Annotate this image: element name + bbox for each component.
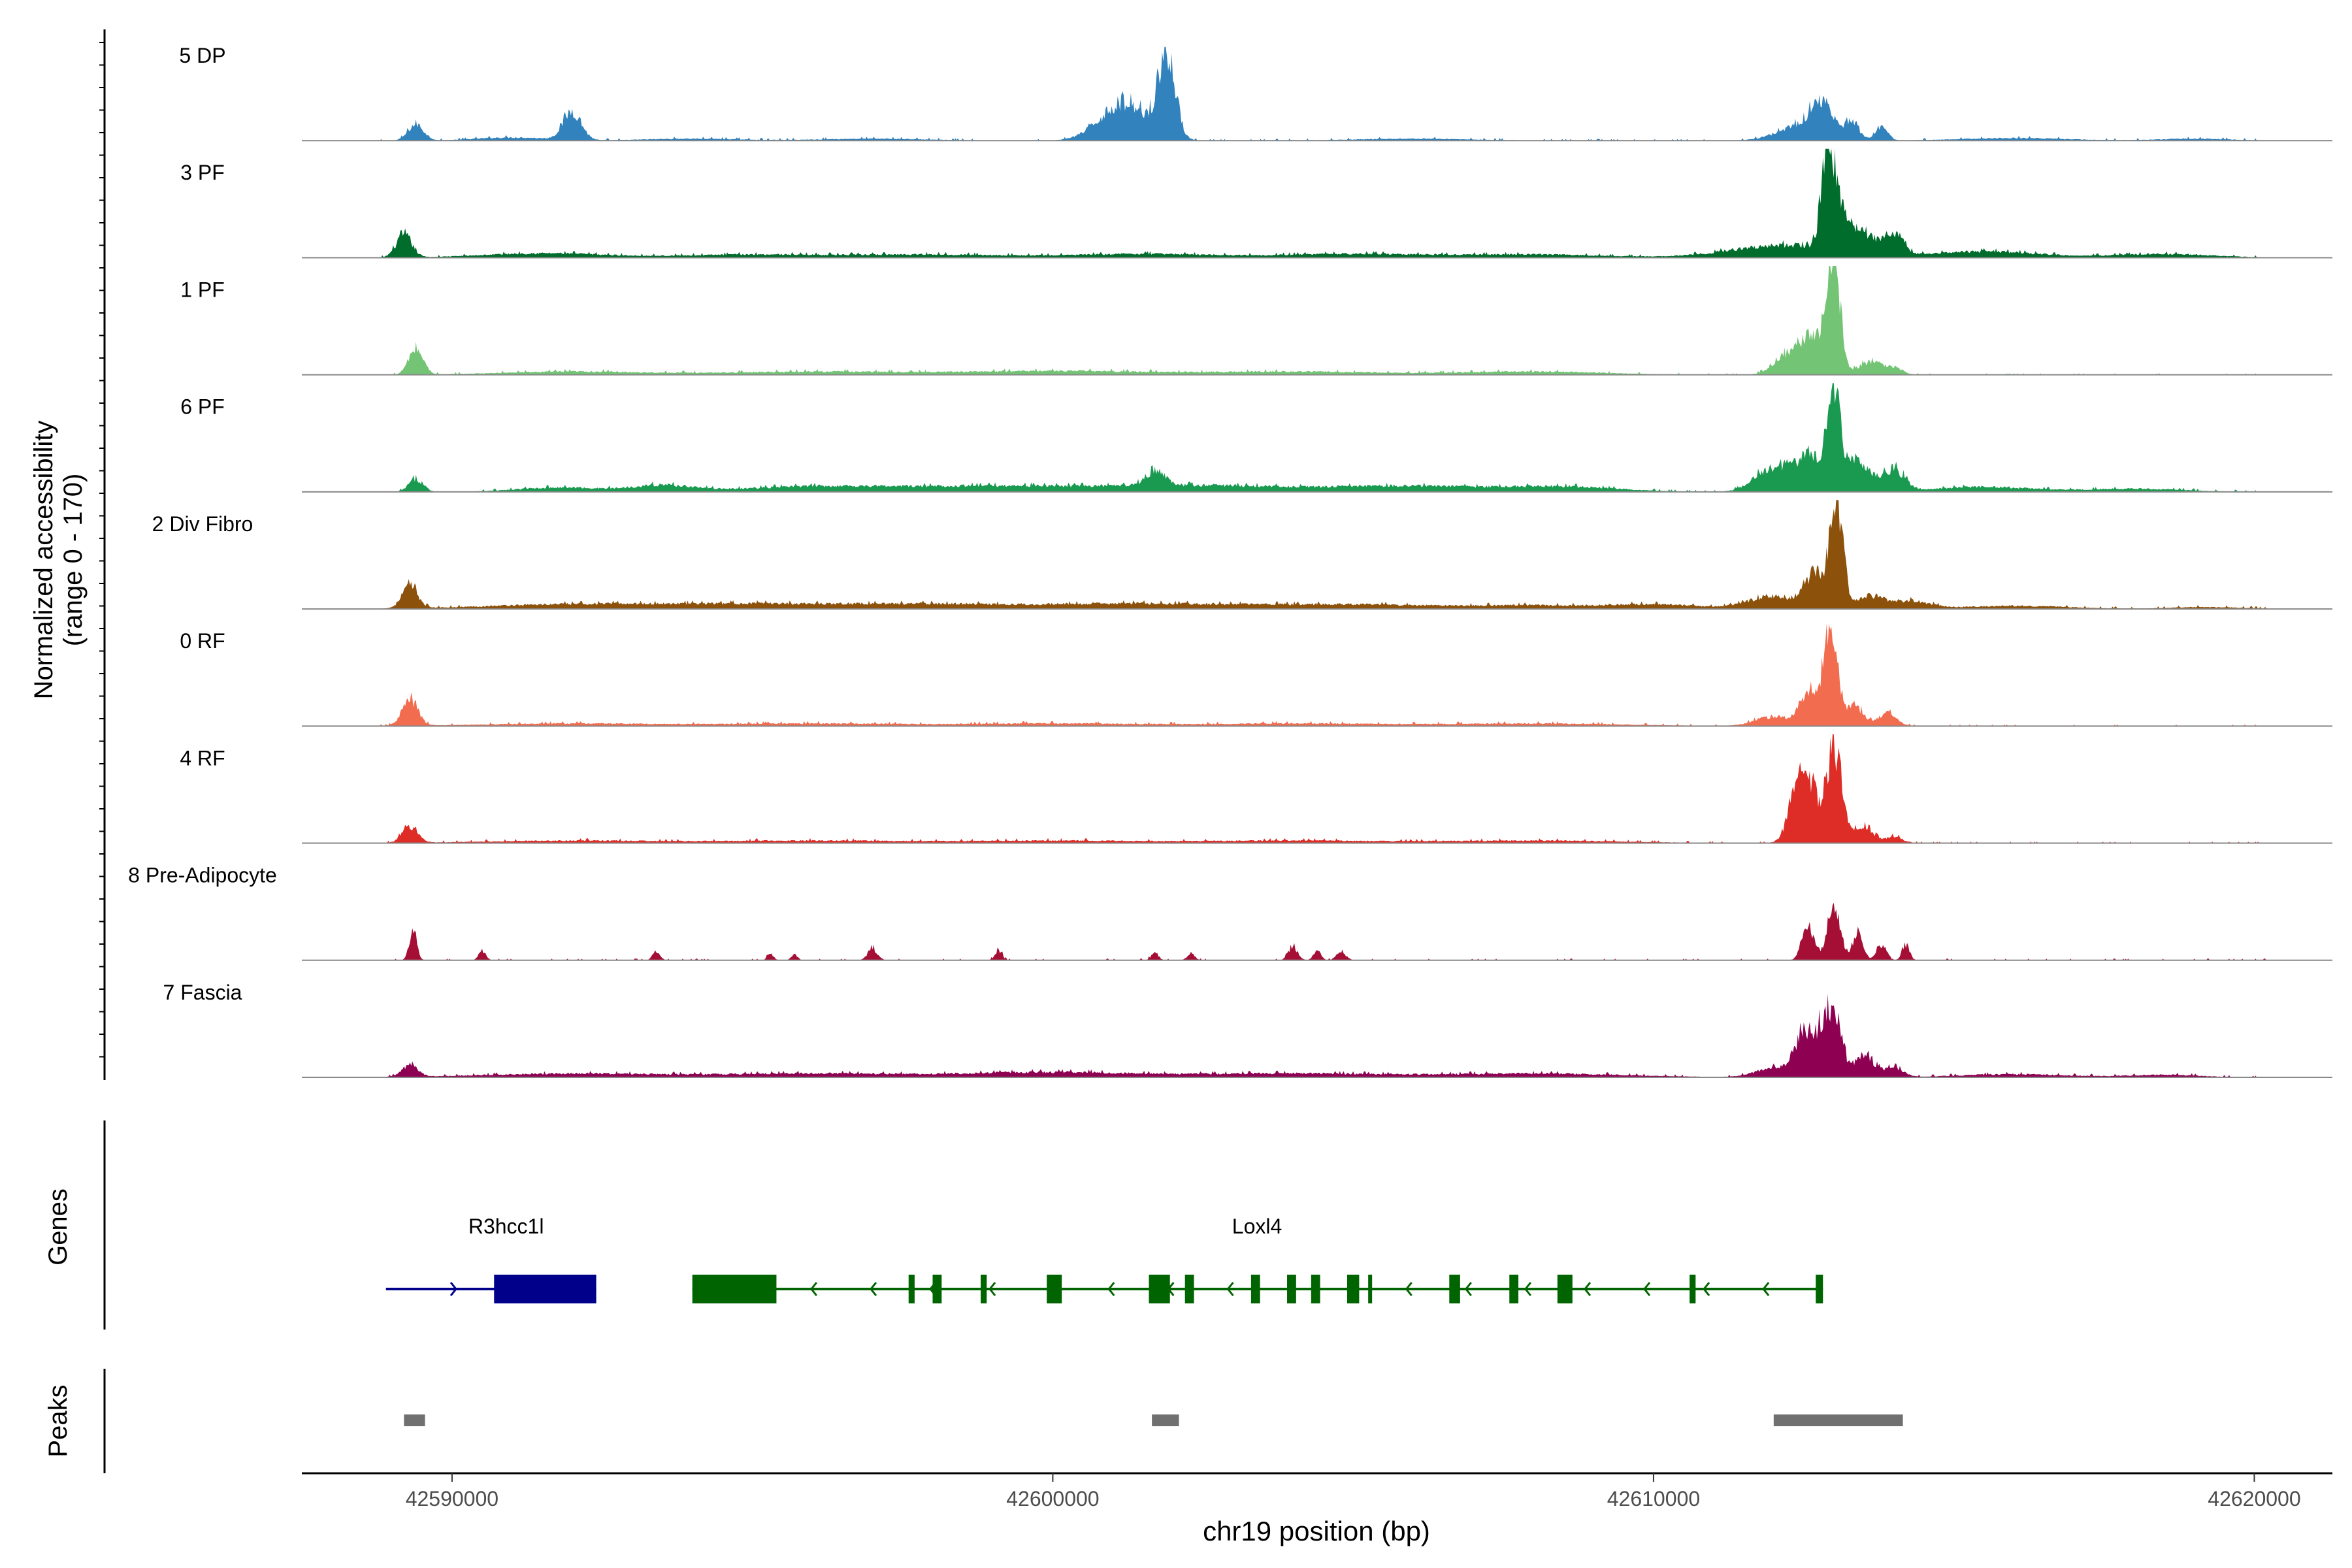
strand-arrow xyxy=(449,1282,457,1296)
track-label: 1 PF xyxy=(180,278,225,301)
track-8-pre-adipocyte: 8 Pre-Adipocyte xyxy=(128,864,2332,961)
strand-arrow xyxy=(1524,1282,1532,1296)
gene-exon xyxy=(908,1275,915,1303)
track-label: 6 PF xyxy=(180,395,225,419)
x-tick-label: 42620000 xyxy=(2208,1487,2300,1511)
genes-panel-label: Genes xyxy=(44,1188,73,1266)
gene-r3hcc1l: R3hcc1l xyxy=(385,1215,596,1303)
strand-arrow xyxy=(1643,1282,1651,1296)
strand-arrow xyxy=(870,1282,877,1296)
gene-exon xyxy=(932,1275,942,1303)
coverage-area xyxy=(380,266,2266,375)
gene-exon xyxy=(1449,1275,1460,1303)
gene-label: R3hcc1l xyxy=(468,1215,544,1238)
gene-exon xyxy=(1184,1275,1194,1303)
x-tick-label: 42600000 xyxy=(1006,1487,1099,1511)
gene-exon xyxy=(692,1275,777,1303)
gene-exon xyxy=(1250,1275,1260,1303)
track-4-rf: 4 RF xyxy=(180,734,2332,844)
x-axis: 42590000 42600000 42610000 42620000 xyxy=(302,1472,2332,1511)
strand-arrow xyxy=(1226,1282,1234,1296)
track-label: 0 RF xyxy=(180,629,225,653)
coverage-tracks: 5 DP 3 PF 1 PF 6 PF 2 Div Fibro 0 RF 4 RF 8 Pre… xyxy=(99,29,2332,1080)
strand-arrow xyxy=(809,1282,818,1296)
gene-loxl4: Loxl4 xyxy=(692,1215,1823,1303)
gene-exon xyxy=(1047,1275,1062,1303)
track-0-rf: 0 RF xyxy=(180,623,2332,727)
coverage-area xyxy=(380,734,2266,843)
peak-region xyxy=(1773,1414,1903,1426)
gene-exon xyxy=(1509,1275,1519,1303)
track-label: 8 Pre-Adipocyte xyxy=(128,864,277,887)
gene-exon xyxy=(1690,1275,1696,1303)
gene-label: Loxl4 xyxy=(1232,1215,1282,1238)
x-axis-title: chr19 position (bp) xyxy=(1203,1516,1430,1546)
track-6-pf: 6 PF xyxy=(180,383,2332,493)
strand-arrow xyxy=(1703,1282,1710,1296)
coverage-area xyxy=(380,46,2266,141)
track-2-div-fibro: 2 Div Fibro xyxy=(152,500,2332,610)
gene-exon xyxy=(1816,1275,1823,1303)
gene-annotation-panel: R3hcc1l Loxl4 xyxy=(103,1120,1823,1330)
track-label: 2 Div Fibro xyxy=(152,512,253,536)
strand-arrow xyxy=(1405,1282,1413,1296)
track-3-pf: 3 PF xyxy=(180,148,2332,259)
strand-arrow xyxy=(1107,1282,1115,1296)
gene-exon xyxy=(1557,1275,1573,1303)
strand-arrow xyxy=(1583,1282,1592,1296)
gene-exon xyxy=(1368,1275,1373,1303)
track-1-pf: 1 PF xyxy=(180,266,2332,376)
track-label: 3 PF xyxy=(180,161,225,184)
track-5-dp: 5 DP xyxy=(179,44,2332,142)
gene-exon xyxy=(494,1275,596,1303)
gene-exon xyxy=(1311,1275,1320,1303)
gene-exon xyxy=(1347,1275,1360,1303)
gene-exon xyxy=(1287,1275,1296,1303)
y-axis-title: Normalized accessibility xyxy=(29,421,58,700)
strand-arrow xyxy=(988,1282,996,1296)
coverage-area xyxy=(380,383,2266,492)
gene-exon xyxy=(981,1275,987,1303)
peaks-panel xyxy=(103,1369,1903,1473)
track-7-fascia: 7 Fascia xyxy=(163,981,2332,1078)
peak-region xyxy=(404,1414,425,1426)
coverage-area xyxy=(380,994,2266,1077)
track-label: 7 Fascia xyxy=(163,981,242,1004)
strand-arrow xyxy=(1464,1282,1472,1296)
y-axis-subtitle: (range 0 - 170) xyxy=(59,474,88,647)
peaks-panel-label: Peaks xyxy=(44,1384,73,1457)
x-tick-label: 42590000 xyxy=(406,1487,498,1511)
track-label: 5 DP xyxy=(179,44,225,67)
strand-arrow xyxy=(1762,1282,1770,1296)
x-tick-label: 42610000 xyxy=(1607,1487,1700,1511)
peak-region xyxy=(1152,1414,1179,1426)
gene-exon xyxy=(1149,1275,1170,1303)
track-label: 4 RF xyxy=(180,746,225,770)
